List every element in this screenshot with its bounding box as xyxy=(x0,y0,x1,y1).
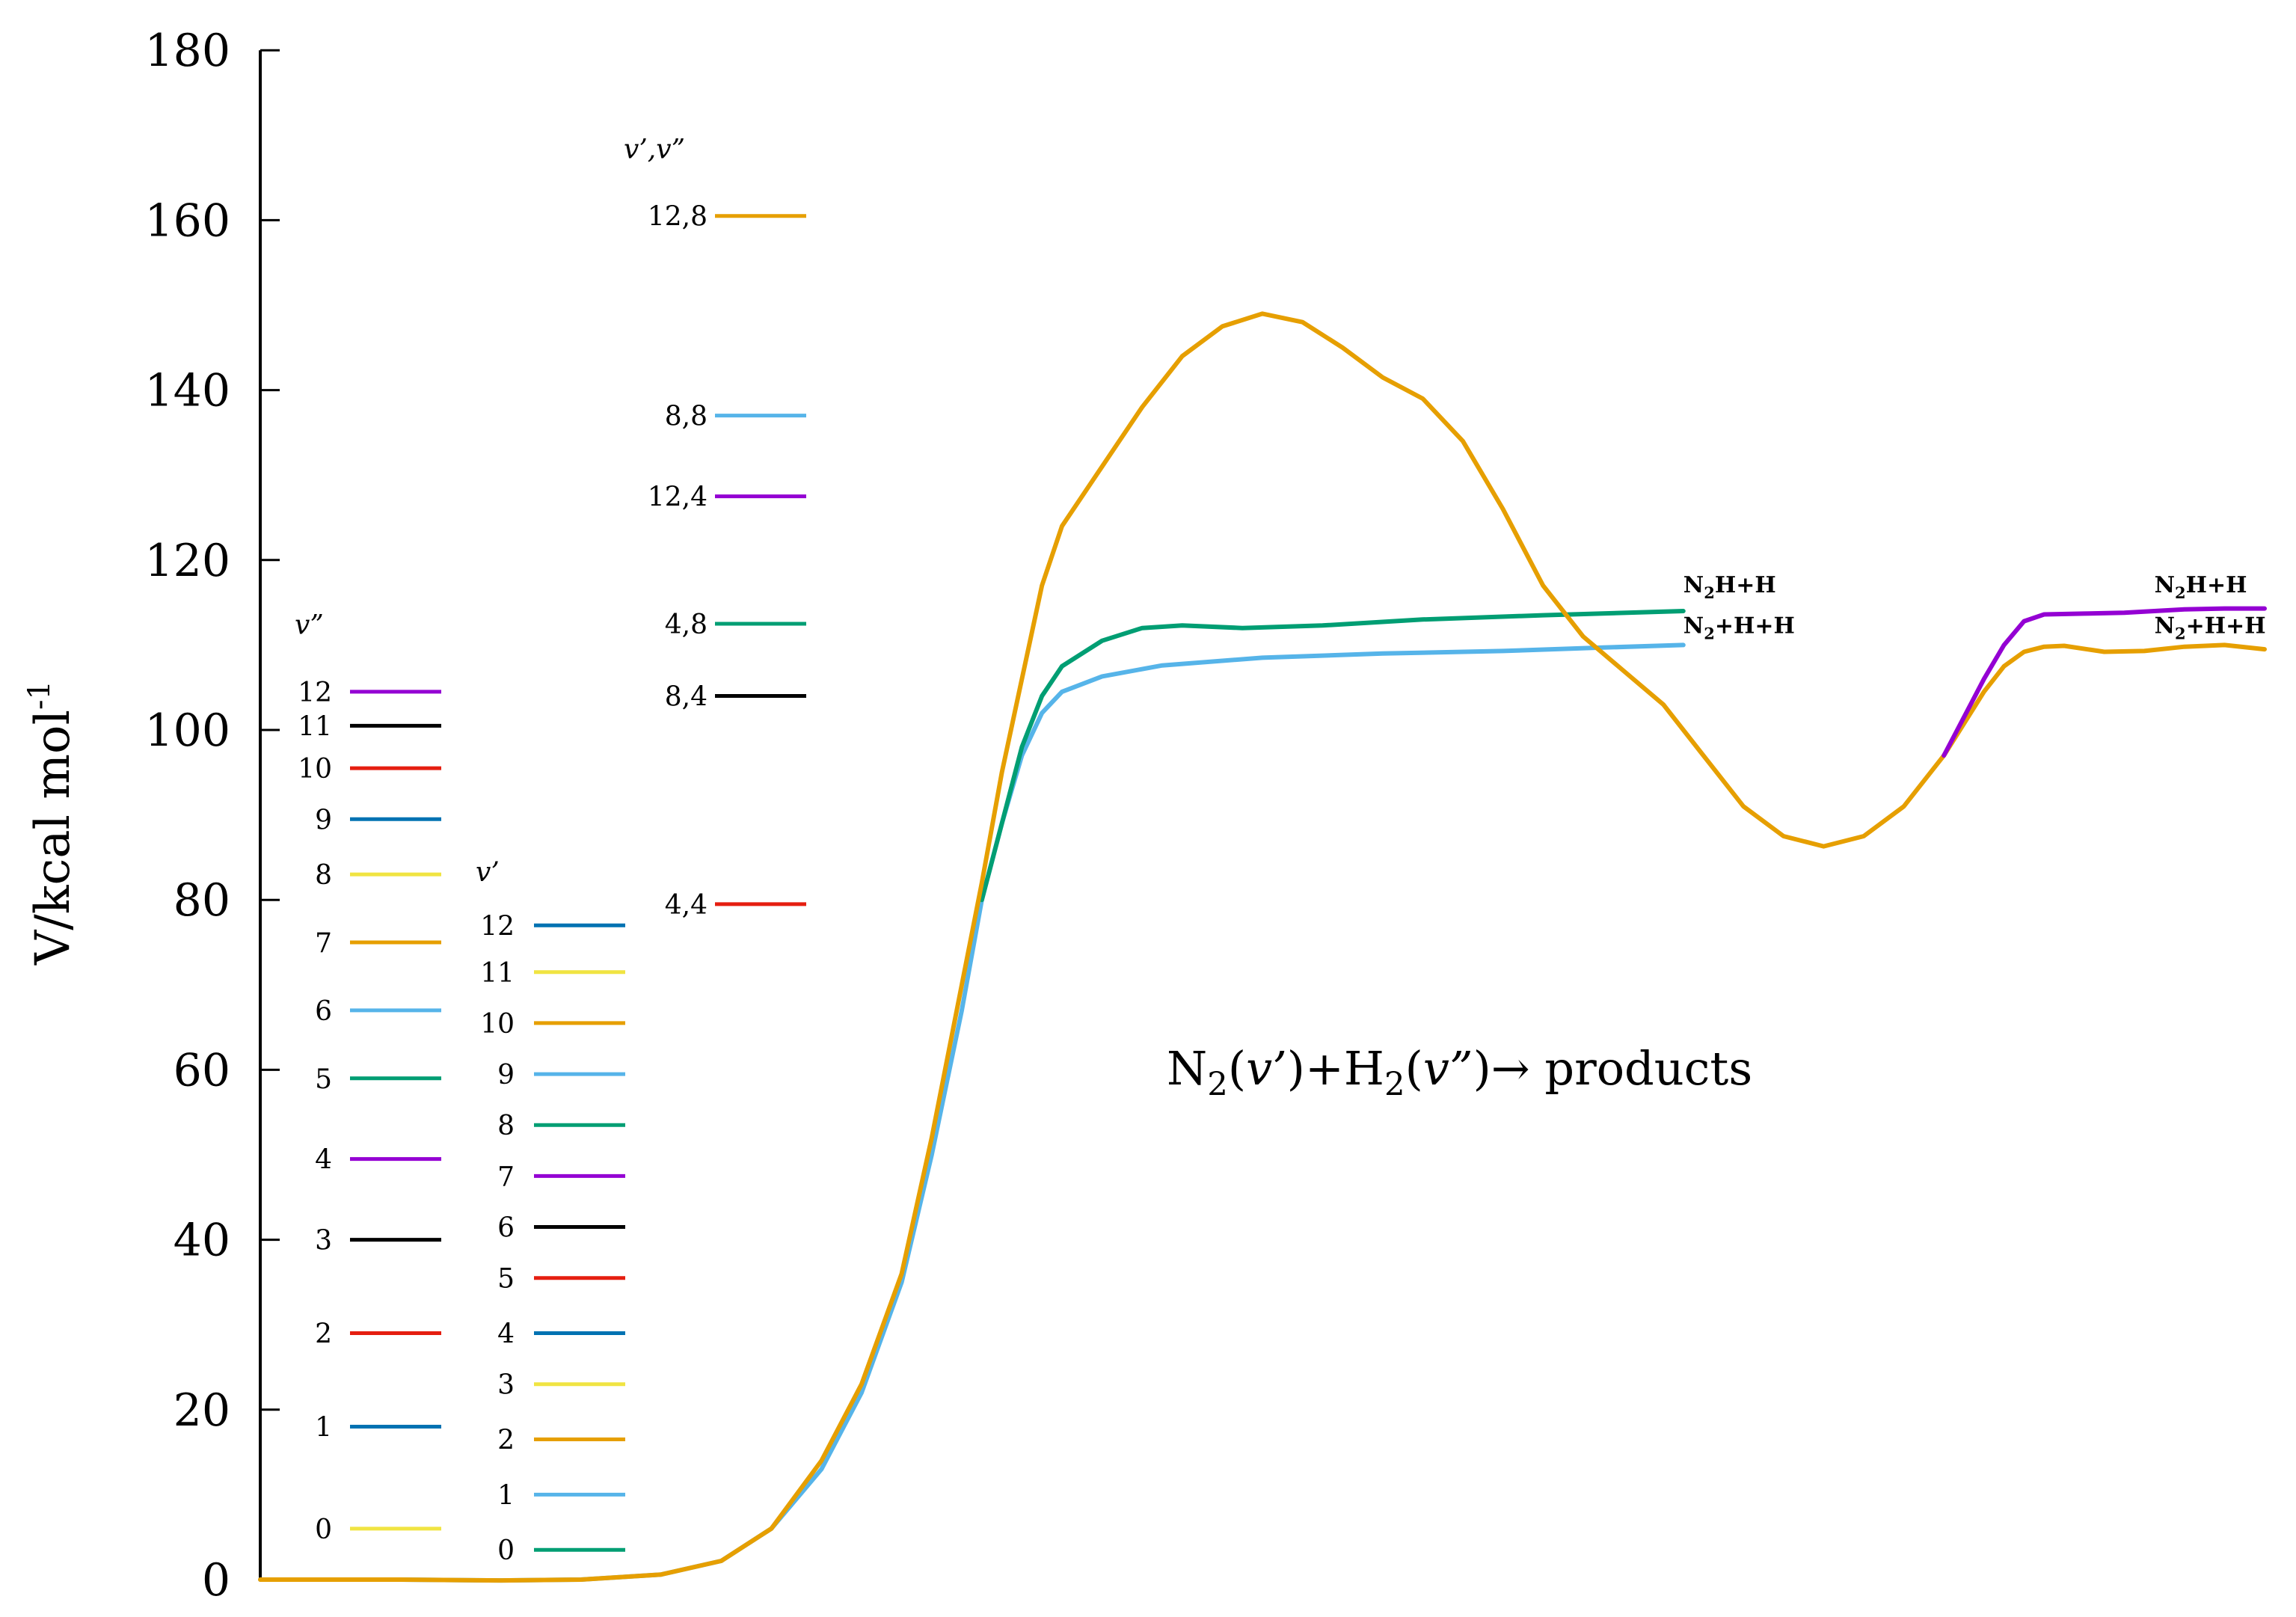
y-tick-label: 20 xyxy=(174,1384,230,1437)
y-tick-label: 80 xyxy=(174,874,230,927)
v2-level-label: 10 xyxy=(298,754,332,785)
v2-level-label: 5 xyxy=(315,1064,332,1095)
combined-level-label: 4,8 xyxy=(665,610,707,640)
combined-level-label: 8,4 xyxy=(665,682,707,713)
y-tick-label: 180 xyxy=(144,25,230,77)
v1-level-label: 6 xyxy=(497,1213,515,1244)
v1-level-label: 8 xyxy=(497,1111,515,1141)
v2-level-label: 9 xyxy=(315,805,332,835)
v1-level-label: 9 xyxy=(497,1060,515,1090)
v2-level-label: 7 xyxy=(315,928,332,959)
v2-level-label: 8 xyxy=(315,860,332,891)
reaction-tail: )→ products xyxy=(1473,1041,1753,1096)
reaction-equation: N2(v’)+H2(v”)→ products xyxy=(1167,1041,1752,1103)
v1-level-label: 12 xyxy=(480,911,515,942)
energy-curve-4 xyxy=(1942,606,2267,758)
reaction-open-paren-2: ( xyxy=(1405,1041,1423,1096)
v1-level-label: 4 xyxy=(497,1319,515,1350)
y-axis-title-superscript: -1 xyxy=(22,681,57,710)
v2-level-label: 12 xyxy=(298,678,332,708)
v1-level-label: 0 xyxy=(497,1535,515,1566)
y-tick-label: 160 xyxy=(144,194,230,247)
reaction-v2: v” xyxy=(1423,1041,1473,1096)
v2-level-label: 2 xyxy=(315,1319,332,1350)
y-tick-label: 0 xyxy=(202,1554,230,1607)
y-tick-label: 100 xyxy=(144,705,230,757)
v1-level-label: 7 xyxy=(497,1162,515,1192)
energy-curve-1 xyxy=(258,642,1686,1583)
reaction-h2-subscript: 2 xyxy=(1384,1066,1405,1103)
v2-level-label: 6 xyxy=(315,996,332,1027)
product-label: N2+H+H xyxy=(1683,613,1795,642)
combined-level-ladder: v’,v” 4,4 8,4 4,8 12,4 8,8 12,8 xyxy=(624,134,806,921)
reaction-n2: N xyxy=(1167,1041,1207,1096)
reaction-plus-h: )+H xyxy=(1287,1041,1384,1096)
combined-level-label: 4,4 xyxy=(665,890,707,921)
reaction-open-paren-1: ( xyxy=(1228,1041,1246,1096)
v2-level-label: 1 xyxy=(315,1413,332,1443)
v1-level-label: 11 xyxy=(480,958,515,989)
product-label: N2+H+H xyxy=(2155,613,2266,642)
product-label: N2H+H xyxy=(1683,572,1776,602)
v2-level-label: 4 xyxy=(315,1145,332,1176)
v2-level-label: 3 xyxy=(315,1226,332,1257)
energy-curves xyxy=(258,311,2267,1583)
reaction-n2-subscript: 2 xyxy=(1207,1066,1228,1103)
v1-level-label: 3 xyxy=(497,1370,515,1401)
y-axis-title-text: V/kcal mol xyxy=(25,710,81,966)
v2-level-label: 0 xyxy=(315,1515,332,1545)
v1-level-label: 5 xyxy=(497,1264,515,1295)
v1-level-header: v’ xyxy=(476,857,500,888)
product-label: N2H+H xyxy=(2155,572,2247,602)
combined-level-label: 12,4 xyxy=(648,482,707,513)
y-tick-label: 40 xyxy=(174,1215,230,1267)
y-tick-label: 120 xyxy=(144,535,230,587)
y-axis-title: V/kcal mol-1 xyxy=(22,681,81,966)
energy-curve-3 xyxy=(258,311,2267,1583)
v1-level-label: 2 xyxy=(497,1426,515,1456)
combined-level-header: v’,v” xyxy=(624,134,685,165)
energy-curve-2 xyxy=(979,609,1686,903)
v2-level-header: v” xyxy=(295,610,324,641)
v1-level-label: 1 xyxy=(497,1480,515,1511)
v2-level-label: 11 xyxy=(298,711,332,742)
combined-level-label: 8,8 xyxy=(665,402,707,432)
combined-level-label: 12,8 xyxy=(648,202,707,233)
v1-level-label: 10 xyxy=(480,1009,515,1040)
y-tick-label: 60 xyxy=(174,1044,230,1096)
y-ticks: 0 20 40 60 80 100 120 140 160 180 xyxy=(144,25,280,1607)
product-labels: N2H+H N2+H+H N2H+H N2+H+H xyxy=(1683,572,2266,643)
reaction-v1: v’ xyxy=(1246,1041,1287,1096)
y-tick-label: 140 xyxy=(144,365,230,417)
